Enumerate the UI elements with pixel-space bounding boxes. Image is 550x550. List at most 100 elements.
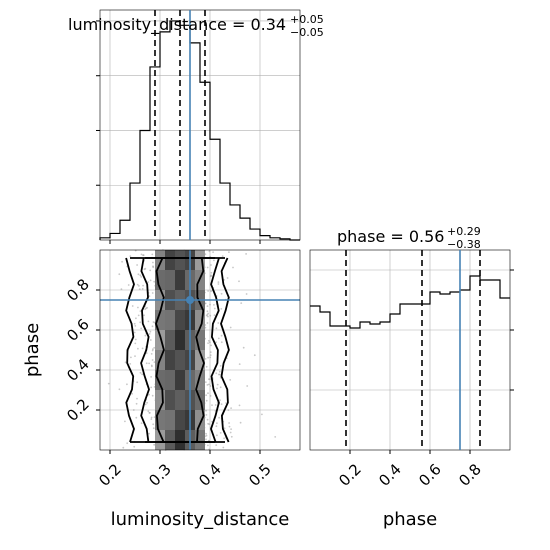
- 2d-sample-point: [209, 354, 212, 356]
- 2d-sample-point: [131, 305, 134, 307]
- 2d-density-cell: [155, 430, 165, 450]
- 2d-density-cell: [175, 270, 185, 290]
- 2d-sample-point: [210, 271, 213, 274]
- 2d-sample-point: [148, 333, 151, 335]
- ph-hist-frame: [309, 249, 511, 451]
- 2d-sample-point: [207, 290, 210, 292]
- 2d-sample-point: [227, 409, 230, 412]
- 2d-sample-point: [242, 346, 245, 349]
- 2d-sample-point: [230, 428, 233, 430]
- 2d-sample-point: [215, 341, 218, 343]
- 2d-sample-point: [217, 337, 220, 340]
- 2d-sample-point: [149, 412, 151, 414]
- 2d-sample-point: [134, 338, 137, 341]
- phase-hist-step-line: [310, 275, 510, 329]
- 2d-sample-point: [153, 361, 156, 363]
- 2d-sample-point: [139, 310, 142, 312]
- 2d-sample-point: [211, 404, 213, 406]
- 2d-density-cell: [155, 410, 165, 430]
- 2d-sample-point: [141, 347, 144, 350]
- 2d-sample-point: [151, 394, 154, 397]
- 2d-contour-line: [155, 257, 165, 443]
- 2d-density-cell: [175, 350, 185, 370]
- 2d-density-cell: [155, 330, 165, 350]
- 2d-sample-point: [213, 314, 216, 317]
- 2d-sample-point: [206, 322, 209, 324]
- 2d-sample-point: [221, 255, 224, 257]
- 2d-sample-point: [150, 353, 153, 355]
- 2d-sample-point: [139, 371, 142, 374]
- 2d-density-cell: [165, 410, 175, 430]
- 2d-x-tick-label: 0.5: [245, 460, 275, 490]
- 2d-sample-point: [205, 394, 208, 397]
- 2d-sample-point: [137, 347, 139, 350]
- 2d-sample-point: [206, 310, 209, 313]
- 2d-sample-point: [215, 372, 218, 375]
- 2d-contour-line: [220, 257, 230, 443]
- 2d-sample-point: [152, 427, 155, 430]
- 2d-density-cell: [175, 310, 185, 330]
- 2d-sample-point: [137, 273, 140, 276]
- 2d-y-tick-label: 0.2: [63, 395, 93, 425]
- 2d-y-tick-label: 0.6: [63, 315, 93, 345]
- 2d-sample-point: [205, 409, 207, 412]
- 2d-sample-point: [205, 434, 208, 437]
- 2d-sample-point: [151, 349, 154, 352]
- 2d-truth-point: [186, 296, 194, 304]
- 2d-sample-point: [217, 283, 220, 285]
- 2d-sample-point: [209, 385, 212, 387]
- 2d-y-tick-label: 0.8: [63, 275, 93, 305]
- phase-histogram-panel: 0.2 0.4 0.6 0.8 phase = 0.56 +0.29 −0.38 ph…: [309, 225, 514, 530]
- 2d-density-cell: [195, 310, 205, 330]
- 2d-sample-point: [209, 303, 211, 306]
- 2d-density-cell: [195, 250, 205, 270]
- 2d-sample-point: [238, 280, 240, 283]
- 2d-sample-point: [228, 422, 231, 424]
- 2d-sample-point: [133, 322, 136, 325]
- 2d-sample-point: [208, 423, 211, 425]
- 2d-sample-point: [216, 387, 218, 390]
- 2d-sample-point: [127, 284, 130, 286]
- 2d-sample-point: [228, 251, 230, 254]
- 2d-x-tick-label: 0.3: [145, 460, 175, 490]
- 2d-sample-point: [206, 418, 209, 421]
- 2d-sample-point: [207, 342, 210, 344]
- 2d-sample-point: [118, 388, 121, 391]
- 2d-sample-point: [147, 281, 150, 283]
- 2d-sample-point: [209, 351, 212, 353]
- ld-title: luminosity_distance = 0.34: [68, 15, 286, 35]
- 2d-sample-point: [149, 269, 152, 272]
- 2d-sample-point: [148, 295, 151, 297]
- 2d-sample-point: [215, 444, 218, 446]
- 2d-sample-point: [261, 413, 263, 416]
- 2d-sample-point: [219, 432, 222, 434]
- 2d-sample-point: [153, 346, 156, 349]
- x-axis-label-phase: phase: [383, 509, 437, 530]
- 2d-sample-point: [121, 260, 123, 263]
- phase-x-tick-label: 0.8: [455, 460, 485, 490]
- 2d-contour-line: [140, 257, 150, 443]
- 2d-sample-point: [213, 304, 215, 306]
- 2d-frame: [99, 249, 301, 451]
- 2d-sample-point: [149, 330, 152, 333]
- phase-title-plus: +0.29: [447, 225, 481, 238]
- 2d-sample-point: [229, 379, 232, 381]
- 2d-sample-point: [238, 363, 241, 365]
- 2d-density-cell: [155, 390, 165, 410]
- 2d-sample-point: [137, 306, 139, 309]
- 2d-density-cell: [175, 250, 185, 270]
- 2d-sample-point: [219, 386, 222, 389]
- 2d-sample-point: [215, 327, 218, 330]
- ld-title-minus: −0.05: [290, 26, 324, 39]
- 2d-sample-point: [135, 317, 137, 320]
- 2d-sample-point: [207, 339, 210, 342]
- 2d-density-cell: [195, 330, 205, 350]
- phase-title: phase = 0.56: [337, 227, 444, 246]
- 2d-density-cell: [165, 310, 175, 330]
- 2d-sample-point: [131, 392, 134, 395]
- 2d-sample-point: [124, 361, 127, 364]
- 2d-density-cell: [165, 350, 175, 370]
- 2d-sample-point: [147, 410, 150, 413]
- 2d-sample-point: [220, 403, 223, 406]
- 2d-sample-point: [150, 364, 153, 367]
